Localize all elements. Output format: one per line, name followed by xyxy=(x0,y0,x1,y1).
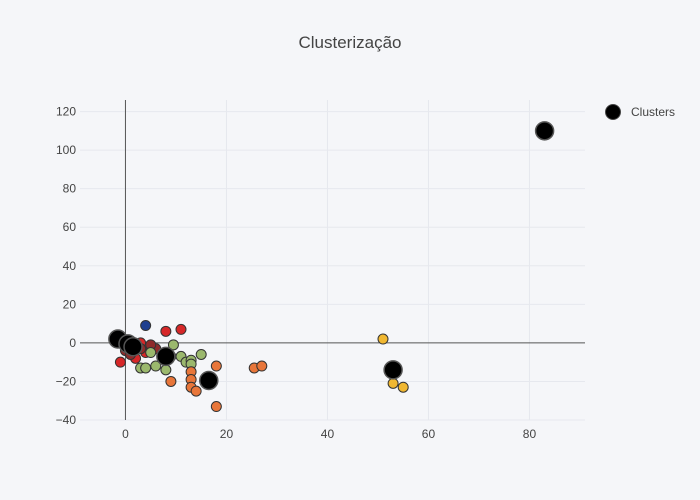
data-point xyxy=(195,348,207,360)
data-point xyxy=(140,362,152,374)
data-point xyxy=(175,323,187,335)
data-point xyxy=(140,320,152,332)
x-tick-label: 20 xyxy=(220,427,234,441)
legend-clusters-marker xyxy=(605,104,621,120)
y-tick-label: 100 xyxy=(56,143,76,157)
data-point xyxy=(256,360,268,372)
x-tick-label: 80 xyxy=(523,427,537,441)
legend-clusters-label: Clusters xyxy=(631,105,676,119)
y-tick-label: 80 xyxy=(63,182,77,196)
data-point xyxy=(387,377,399,389)
data-point xyxy=(150,360,162,372)
x-tick-label: 60 xyxy=(422,427,436,441)
y-tick-label: 0 xyxy=(69,336,76,350)
data-point xyxy=(114,356,126,368)
data-point xyxy=(210,360,222,372)
cluster-centroid xyxy=(383,360,403,380)
y-tick-label: −20 xyxy=(56,374,77,388)
data-point xyxy=(377,333,389,345)
y-tick-label: 60 xyxy=(63,220,77,234)
y-tick-label: −40 xyxy=(56,413,77,427)
x-tick-label: 40 xyxy=(321,427,335,441)
legend[interactable]: Clusters xyxy=(605,104,675,120)
y-tick-label: 20 xyxy=(63,297,77,311)
data-point xyxy=(145,347,157,359)
cluster-centroid xyxy=(156,346,176,367)
data-point xyxy=(190,385,202,397)
cluster-centroid xyxy=(199,370,219,391)
cluster-centroid xyxy=(534,121,555,141)
data-point xyxy=(167,339,179,351)
data-point xyxy=(397,381,409,393)
y-tick-label: 40 xyxy=(63,259,77,273)
x-tick-label: 0 xyxy=(122,427,129,441)
chart-title: Clusterização xyxy=(298,33,402,52)
y-tick-label: 120 xyxy=(56,105,76,119)
data-point xyxy=(160,325,172,337)
cluster-centroid xyxy=(123,336,143,357)
data-point xyxy=(165,375,177,387)
data-point xyxy=(210,401,222,413)
data-point xyxy=(160,364,172,376)
